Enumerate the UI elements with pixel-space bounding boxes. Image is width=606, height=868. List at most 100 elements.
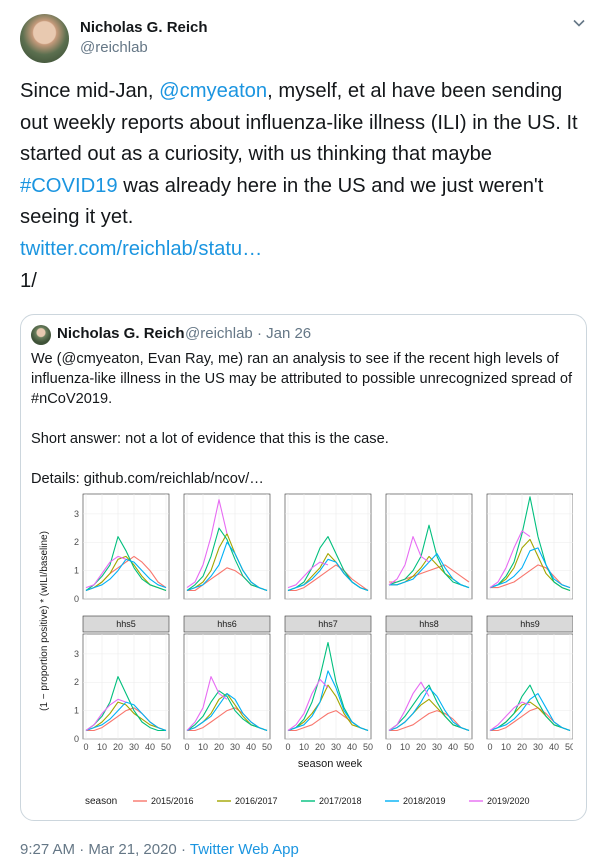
series-line	[489, 693, 571, 732]
series-line	[388, 524, 470, 589]
source-app-link[interactable]: Twitter Web App	[189, 841, 299, 858]
x-tick-label: 20	[517, 742, 527, 752]
facet-strip	[82, 615, 170, 633]
quoted-text: We (@cmyeaton, Evan Ray, me) ran an anal…	[31, 351, 573, 487]
x-tick-label: 50	[464, 742, 474, 752]
quoted-date: Jan 26	[266, 325, 312, 342]
y-tick-label: 0	[74, 734, 79, 744]
series-line	[489, 530, 531, 589]
author-handle[interactable]: @reichlab	[80, 39, 148, 56]
facet-label: hhs5	[116, 619, 136, 629]
series-line	[186, 499, 228, 589]
series-line	[489, 701, 531, 731]
ili-chart: 0 1 2 3 hhs5 0 1 2 30 10 20 30 40 50 hhs6 0 10 20 30 40 50 hh…	[39, 493, 573, 807]
series-line	[388, 684, 470, 732]
series-line	[186, 690, 268, 732]
x-tick-label: 20	[113, 742, 123, 752]
series-line	[288, 564, 369, 592]
x-tick-label: 30	[230, 742, 240, 752]
hashtag-link[interactable]: #COVID19	[20, 174, 118, 197]
timestamp-time: 9:27 AM	[20, 841, 76, 858]
facet-strip	[284, 615, 372, 633]
quoted-handle-line: @reichlab · Jan 26	[185, 325, 311, 342]
y-tick-label: 2	[74, 677, 79, 687]
series-line	[287, 558, 369, 592]
x-tick-label: 10	[501, 742, 511, 752]
x-tick-label: 50	[262, 742, 272, 752]
series-line	[85, 555, 127, 589]
x-tick-label: 0	[184, 742, 189, 752]
url-link[interactable]: twitter.com/reichlab/statu…	[20, 237, 263, 260]
series-line	[85, 698, 127, 731]
x-tick-label: 50	[161, 742, 171, 752]
y-axis-label: (1 − proportion positive) * (wILI/baseli…	[39, 531, 50, 711]
facet-strip	[183, 615, 271, 633]
tweet-text-part: , myself, et al have been sending out we…	[20, 80, 584, 166]
tweet-text: Since mid-Jan, @cmyeaton, myself, et al …	[20, 76, 588, 297]
legend-title: season	[85, 796, 117, 807]
series-line	[388, 681, 430, 731]
y-tick-label: 0	[74, 594, 79, 604]
y-tick-label: 3	[74, 509, 79, 519]
y-tick-label: 1	[74, 706, 79, 716]
x-tick-label: 0	[285, 742, 290, 752]
series-line	[186, 541, 268, 592]
series-line	[489, 496, 571, 592]
x-tick-label: 20	[315, 742, 325, 752]
series-line	[489, 547, 571, 589]
series-line	[388, 687, 470, 732]
quoted-tweet[interactable]: Nicholas G. Reich @reichlab · Jan 26 We …	[20, 314, 587, 821]
legend-label: 2015/2016	[151, 796, 194, 806]
facet-label: hhs6	[217, 619, 237, 629]
x-tick-label: 10	[198, 742, 208, 752]
legend-label: 2016/2017	[235, 796, 278, 806]
x-tick-label: 40	[549, 742, 559, 752]
panel-frame	[284, 633, 372, 740]
x-tick-label: 20	[416, 742, 426, 752]
series-line	[287, 684, 369, 732]
series-line	[186, 693, 268, 732]
x-tick-label: 50	[565, 742, 573, 752]
separator-dot: ·	[256, 325, 262, 342]
quoted-author-name: Nicholas G. Reich	[57, 325, 185, 342]
timestamp-date: Mar 21, 2020	[88, 841, 177, 858]
x-tick-label: 40	[347, 742, 357, 752]
series-line	[490, 564, 571, 589]
tweet-meta: 9:27 AM · Mar 21, 2020 · Twitter Web App	[20, 841, 299, 858]
x-tick-label: 30	[432, 742, 442, 752]
x-tick-label: 10	[97, 742, 107, 752]
x-tick-label: 20	[214, 742, 224, 752]
quoted-avatar	[31, 325, 51, 345]
x-tick-label: 40	[448, 742, 458, 752]
x-axis-label: season week	[298, 758, 363, 770]
author-name[interactable]: Nicholas G. Reich	[80, 19, 208, 36]
meta-dot: ·	[79, 841, 85, 858]
series-line	[85, 676, 166, 732]
x-tick-label: 30	[331, 742, 341, 752]
facet-label: hhs8	[419, 619, 439, 629]
series-line	[389, 710, 470, 732]
x-tick-label: 10	[400, 742, 410, 752]
x-tick-label: 0	[487, 742, 492, 752]
y-tick-label: 1	[74, 566, 79, 576]
x-tick-label: 0	[83, 742, 88, 752]
y-tick-label: 2	[74, 537, 79, 547]
series-line	[85, 536, 167, 592]
mention-link[interactable]: @cmyeaton	[159, 80, 268, 102]
x-tick-label: 30	[129, 742, 139, 752]
legend-label: 2018/2019	[403, 796, 446, 806]
series-line	[186, 527, 268, 592]
facet-label: hhs7	[318, 619, 338, 629]
x-tick-label: 10	[299, 742, 309, 752]
series-line	[388, 536, 430, 586]
facet-strip	[385, 615, 473, 633]
legend-label: 2019/2020	[487, 796, 530, 806]
series-line	[489, 684, 571, 732]
facet-label: hhs9	[520, 619, 540, 629]
series-line	[186, 676, 228, 731]
facet-strip	[486, 615, 573, 633]
tweet-text-part: Since mid-Jan,	[20, 80, 160, 102]
chevron-down-icon[interactable]	[572, 16, 586, 30]
avatar[interactable]	[20, 14, 69, 63]
series-line	[287, 561, 329, 589]
